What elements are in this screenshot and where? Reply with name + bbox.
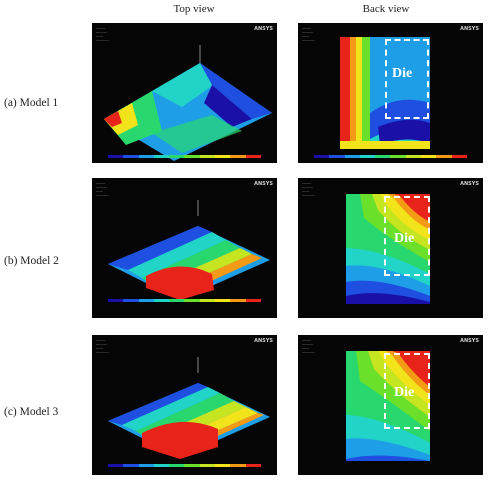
deformed-plate-model-1 — [104, 45, 272, 161]
color-legend — [108, 155, 261, 158]
die-region-outline — [385, 39, 429, 119]
ansys-logo: ANSYS — [460, 181, 479, 187]
ansys-logo: ANSYS — [254, 26, 273, 32]
color-legend — [314, 155, 467, 158]
top-view-panel-model-2: ————— —————— ———— ——————— ANSYS — [92, 178, 277, 318]
die-region-outline — [384, 196, 430, 276]
top-view-panel-model-1: ————— —————— ———— ——————— ANSYS — [92, 23, 277, 163]
deformed-plate-model-2 — [108, 200, 270, 300]
column-header-top-view: Top view — [173, 3, 215, 15]
back-view-panel-model-1: ————— —————— ———— ——————— ANSYS Die — [298, 23, 483, 163]
panel-header-text: ————— —————— ———— ——————— — [96, 338, 109, 354]
back-view-panel-model-2: ————— —————— ———— ——————— ANSYS Die — [298, 178, 483, 318]
panel-header-text: ————— —————— ———— ——————— — [96, 26, 109, 42]
top-view-panel-model-3: ————— —————— ———— ——————— ANSYS — [92, 335, 277, 475]
panel-header-text: ————— —————— ———— ——————— — [302, 26, 315, 42]
color-legend — [108, 299, 261, 302]
die-region-outline — [384, 353, 430, 429]
deformed-plate-model-3 — [108, 357, 270, 459]
row-label-model-2: (b) Model 2 — [4, 255, 59, 267]
die-label: Die — [394, 385, 415, 400]
panel-header-text: ————— —————— ———— ——————— — [302, 181, 315, 197]
back-view-contour-model-3 — [346, 351, 430, 461]
color-legend — [108, 464, 261, 467]
ansys-logo: ANSYS — [460, 26, 479, 32]
panel-header-text: ————— —————— ———— ——————— — [302, 338, 315, 354]
die-label: Die — [394, 231, 415, 246]
column-header-back-view: Back view — [362, 3, 410, 15]
die-label: Die — [392, 66, 413, 81]
back-view-panel-model-3: ————— —————— ———— ——————— ANSYS Die — [298, 335, 483, 475]
row-label-model-3: (c) Model 3 — [4, 406, 59, 418]
ansys-logo: ANSYS — [254, 338, 273, 344]
row-label-model-1: (a) Model 1 — [4, 97, 59, 109]
panel-header-text: ————— —————— ———— ——————— — [96, 181, 109, 197]
ansys-logo: ANSYS — [460, 338, 479, 344]
ansys-logo: ANSYS — [254, 181, 273, 187]
